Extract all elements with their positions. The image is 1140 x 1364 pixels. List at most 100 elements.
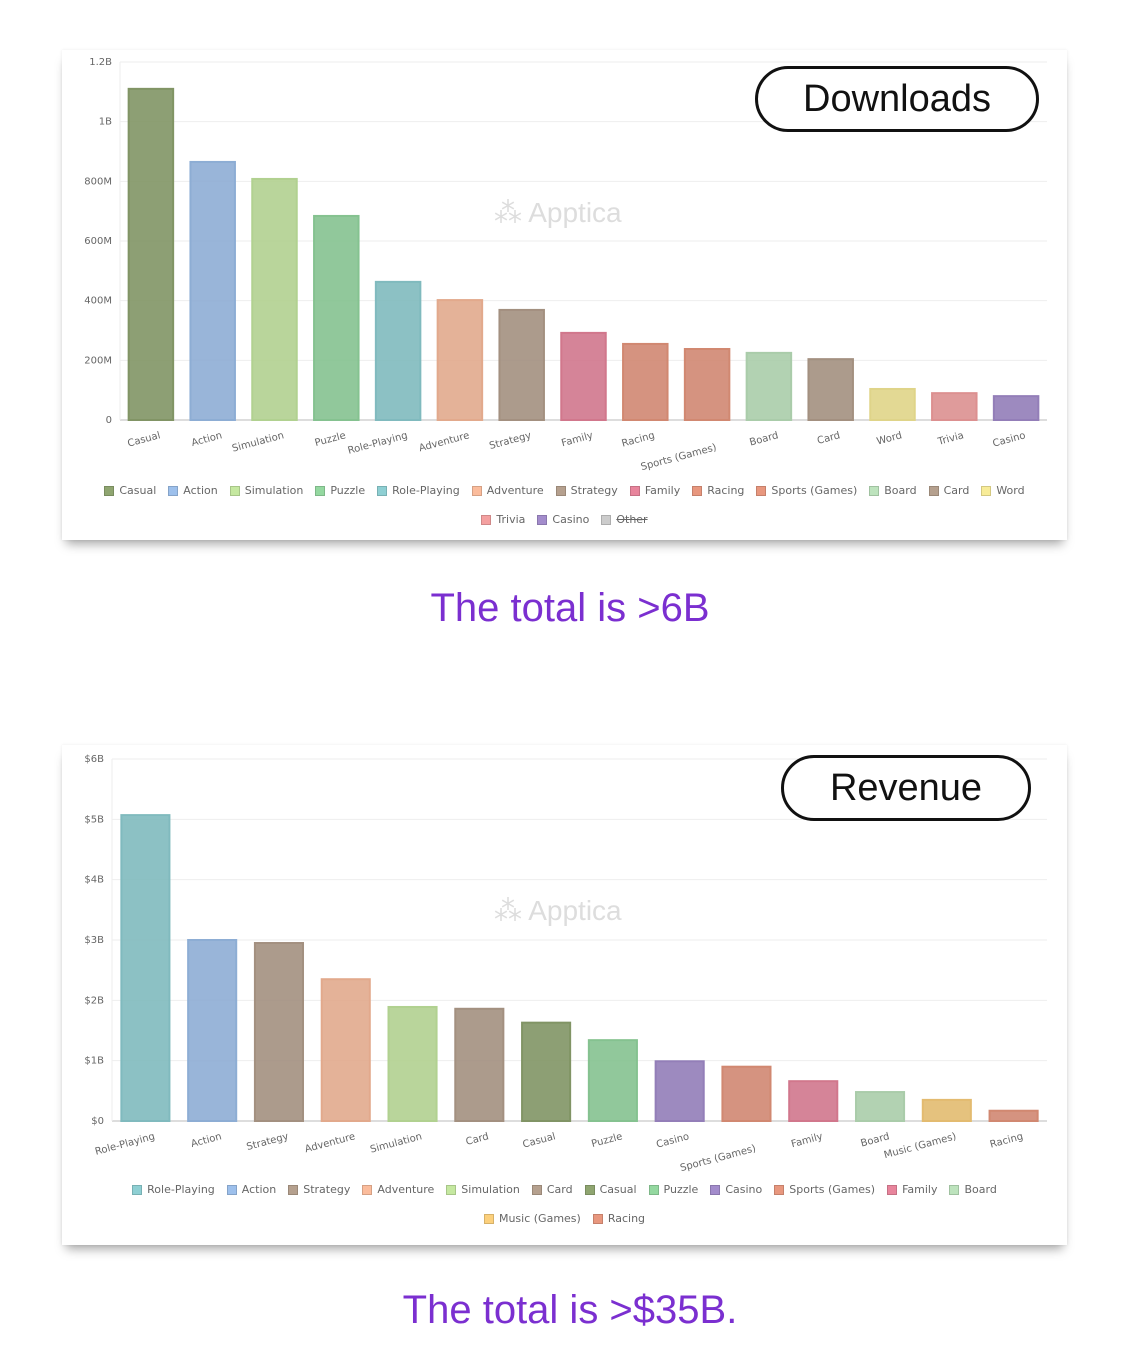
x-tick-label: Trivia [936,430,965,448]
bar [587,1039,638,1122]
x-tick-label: Adventure [418,430,471,454]
x-tick-label: Action [190,430,223,449]
bar [807,358,854,422]
legend-swatch [584,1184,595,1195]
legend-swatch [132,1184,143,1195]
revenue-title-badge: Revenue [781,755,1031,821]
bar [374,280,422,421]
x-tick-label: Card [816,430,841,447]
legend-label: Card [943,484,970,497]
y-tick-label: $0 [91,1116,104,1127]
legend-label: Casino [725,1183,763,1196]
y-tick-label: $2B [84,995,104,1006]
legend-item[interactable]: Simulation [446,1183,520,1196]
legend-item[interactable]: Puzzle [648,1183,698,1196]
y-tick-label: 200M [84,355,112,366]
bar [854,1091,906,1123]
legend-label: Strategy [303,1183,351,1196]
legend-label: Board [884,484,917,497]
downloads-legend: Casual Action Simulation Puzzle Role-Playing… [62,484,1067,526]
legend-swatch [887,1184,898,1195]
legend-item[interactable]: Board [869,484,917,497]
y-tick-label: 0 [106,415,112,426]
bar [189,160,236,421]
x-tick-label: Casual [126,430,161,449]
legend-swatch [537,514,548,525]
legend-item[interactable]: Action [168,484,218,497]
legend-swatch [168,485,179,496]
legend-label: Other [616,513,648,526]
revenue-chart: $0 $1B $2B $3B $4B $5B $6B Role-Playing Action St… [84,754,1047,1174]
legend-item[interactable]: Family [887,1183,937,1196]
y-tick-label: $1B [84,1056,104,1067]
legend-item[interactable]: Racing [692,484,744,497]
watermark: ⁂ Apptica [494,895,622,926]
legend-item[interactable]: Adventure [471,484,544,497]
legend-swatch [315,485,326,496]
legend-item[interactable]: Sports (Games) [774,1183,875,1196]
legend-item[interactable]: Strategy [288,1183,350,1196]
bar [683,347,731,422]
legend-swatch [869,485,880,496]
y-tick-label: $3B [84,935,104,946]
x-tick-label: Action [190,1131,223,1150]
legend-swatch [648,1184,659,1195]
legend-item[interactable]: Racing [592,1212,645,1225]
legend-item[interactable]: Simulation [229,484,304,497]
legend-item[interactable]: Family [629,484,680,497]
x-tick-label: Family [560,430,594,449]
legend-swatch [483,1213,494,1224]
y-tick-label: 1.2B [89,57,112,68]
legend-label: Sports (Games) [789,1183,876,1196]
legend-item[interactable]: Casual [104,484,156,497]
bar [788,1080,839,1122]
downloads-total-caption: The total is >6B [430,586,710,630]
legend-item[interactable]: Action [226,1183,276,1196]
x-tick-label: Role-Playing [94,1131,156,1158]
legend-item[interactable]: Word [981,484,1025,497]
bar [521,1021,572,1123]
legend-item[interactable]: Card [928,484,970,497]
x-tick-label: Racing [621,430,657,449]
legend-item[interactable]: Adventure [362,1183,434,1196]
legend-label: Adventure [377,1183,435,1196]
legend-item[interactable]: Trivia [481,513,525,526]
legend-item[interactable]: Casino [537,513,589,526]
x-tick-label: Puzzle [590,1131,623,1150]
legend-label: Simulation [244,484,304,497]
legend-swatch [471,485,482,496]
legend-item[interactable]: Casino [710,1183,762,1196]
legend-item[interactable]: Role-Playing [377,484,460,497]
x-tick-label: Strategy [488,430,532,452]
y-tick-label: 800M [84,176,112,187]
legend-item[interactable]: Board [949,1183,997,1196]
legend-swatch [288,1184,299,1195]
legend-item[interactable]: Other [601,513,648,526]
legend-item[interactable]: Strategy [555,484,618,497]
legend-label: Card [546,1183,573,1196]
x-tick-label: Puzzle [314,430,347,449]
legend-item[interactable]: Card [531,1183,573,1196]
legend-swatch [362,1184,373,1195]
legend-swatch [692,485,703,496]
legend-swatch [601,514,612,525]
bar [622,342,669,421]
x-tick-label: Simulation [231,430,285,454]
downloads-title-badge: Downloads [755,66,1039,132]
legend-swatch [481,514,492,525]
legend-label: Action [183,484,218,497]
x-tick-label: Board [748,430,779,448]
legend-item[interactable]: Casual [584,1183,637,1196]
bar [869,387,916,421]
legend-swatch [629,485,640,496]
legend-item[interactable]: Music (Games) [483,1212,581,1225]
legend-item[interactable]: Role-Playing [132,1183,215,1196]
legend-item[interactable]: Puzzle [315,484,365,497]
legend-swatch [928,485,939,496]
bar [320,978,371,1122]
bar [187,939,238,1122]
legend-label: Role-Playing [392,484,460,497]
legend-item[interactable]: Sports (Games) [756,484,857,497]
apptica-logo-icon: ⁂ [494,197,529,228]
bar [931,392,978,421]
